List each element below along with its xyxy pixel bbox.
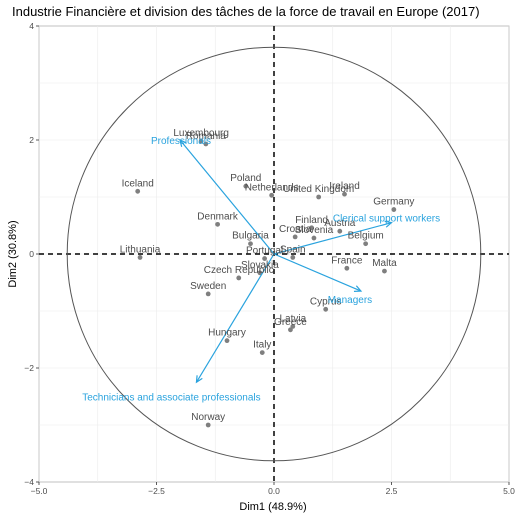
point-label-greece: Greece (274, 317, 307, 328)
point-label-portugal: Portugal (246, 246, 283, 257)
arrowhead-clerical-support-workers (384, 220, 393, 228)
point-belgium (363, 241, 369, 247)
arrowhead-managers (353, 285, 363, 292)
point-label-hungary: Hungary (208, 328, 246, 339)
point-latvia (290, 323, 296, 329)
point-label-ireland: Ireland (329, 181, 360, 192)
point-slovakia (257, 270, 263, 276)
point-label-italy: Italy (253, 340, 271, 351)
point-sweden (205, 291, 211, 297)
y-tick-label: 4 (29, 21, 34, 31)
point-malta (382, 268, 387, 274)
variable-label-clerical-support-workers: Clerical support workers (333, 214, 440, 225)
point-france (344, 265, 350, 271)
point-united-kingdom (316, 194, 322, 200)
point-label-germany: Germany (373, 197, 414, 208)
point-denmark (215, 221, 221, 227)
point-czech-republic (236, 275, 242, 281)
point-label-norway: Norway (191, 412, 225, 423)
individual-points (135, 138, 397, 428)
point-slovenia (311, 235, 317, 241)
point-label-iceland: Iceland (122, 178, 154, 189)
arrow-professionals (179, 139, 275, 255)
point-label-cyprus: Cyprus (310, 296, 342, 307)
y-tick-label: −2 (24, 363, 34, 373)
point-croatia (292, 234, 298, 240)
point-portugal (262, 256, 267, 261)
point-romania (203, 141, 209, 147)
y-tick-label: −4 (24, 477, 34, 487)
point-lithuania (137, 255, 143, 260)
correlation-circle (66, 46, 482, 462)
x-tick-label: −2.5 (148, 486, 165, 496)
arrow-technicians-and-associate-professionals (195, 253, 275, 383)
point-label-lithuania: Lithuania (120, 244, 161, 255)
variable-arrows (179, 138, 393, 384)
point-label-luxembourg: Luxembourg (173, 128, 229, 139)
point-label-united-kingdom: United Kingdom (283, 184, 354, 195)
point-italy (259, 350, 265, 356)
point-poland (243, 183, 249, 189)
arrow-managers (273, 253, 362, 292)
point-iceland (135, 188, 141, 194)
axis-ticks: −5.0 −2.5 0.0 2.5 5.0 −4 −2 0 2 4 (24, 21, 515, 496)
point-finland (309, 225, 314, 231)
point-label-latvia: Latvia (279, 313, 306, 324)
variable-label-technicians-and-associate-professionals: Technicians and associate professionals (82, 392, 260, 403)
point-label-czech-republic: Czech Republic (204, 265, 274, 276)
point-hungary (224, 338, 230, 344)
point-label-sweden: Sweden (190, 281, 226, 292)
y-tick-label: 2 (29, 135, 34, 145)
point-bulgaria (248, 241, 253, 247)
point-label-croatia: Croatia (279, 224, 312, 235)
variable-label-managers: Managers (328, 295, 372, 306)
x-tick-label: −5.0 (31, 486, 48, 496)
point-label-spain: Spain (280, 244, 306, 255)
arrowhead-professionals (179, 138, 187, 147)
x-axis-title: Dim1 (48.9%) (239, 501, 306, 513)
point-austria (337, 228, 343, 234)
circle-outline (66, 46, 482, 462)
chart-title: Industrie Financière et division des tâc… (12, 4, 480, 19)
point-cyprus (323, 306, 329, 312)
point-label-bulgaria: Bulgaria (232, 231, 269, 242)
x-tick-label: 2.5 (386, 486, 398, 496)
point-label-slovenia: Slovenia (295, 225, 334, 236)
point-germany (391, 207, 397, 212)
y-axis-title: Dim2 (30.8%) (7, 220, 19, 287)
y-tick-label: 0 (29, 249, 34, 259)
point-label-romania: Romania (186, 131, 226, 142)
x-tick-label: 0.0 (268, 486, 280, 496)
point-label-belgium: Belgium (348, 231, 384, 242)
point-label-malta: Malta (372, 258, 397, 269)
point-label-poland: Poland (230, 173, 261, 184)
point-greece (288, 327, 293, 333)
point-luxembourg (198, 138, 204, 144)
x-tick-label: 5.0 (503, 486, 515, 496)
point-label-austria: Austria (324, 218, 356, 229)
point-norway (205, 422, 211, 428)
point-label-netherlands: Netherlands (245, 182, 299, 193)
arrow-clerical-support-workers (273, 222, 392, 255)
point-netherlands (269, 192, 275, 198)
point-label-france: France (331, 255, 363, 266)
point-label-denmark: Denmark (197, 211, 239, 222)
arrowhead-technicians-and-associate-professionals (195, 375, 203, 384)
point-label-slovakia: Slovakia (241, 260, 279, 271)
variable-label-professionals: Professionals (151, 136, 211, 147)
point-label-finland: Finland (295, 215, 328, 226)
point-ireland (342, 191, 347, 197)
point-spain (290, 255, 296, 260)
